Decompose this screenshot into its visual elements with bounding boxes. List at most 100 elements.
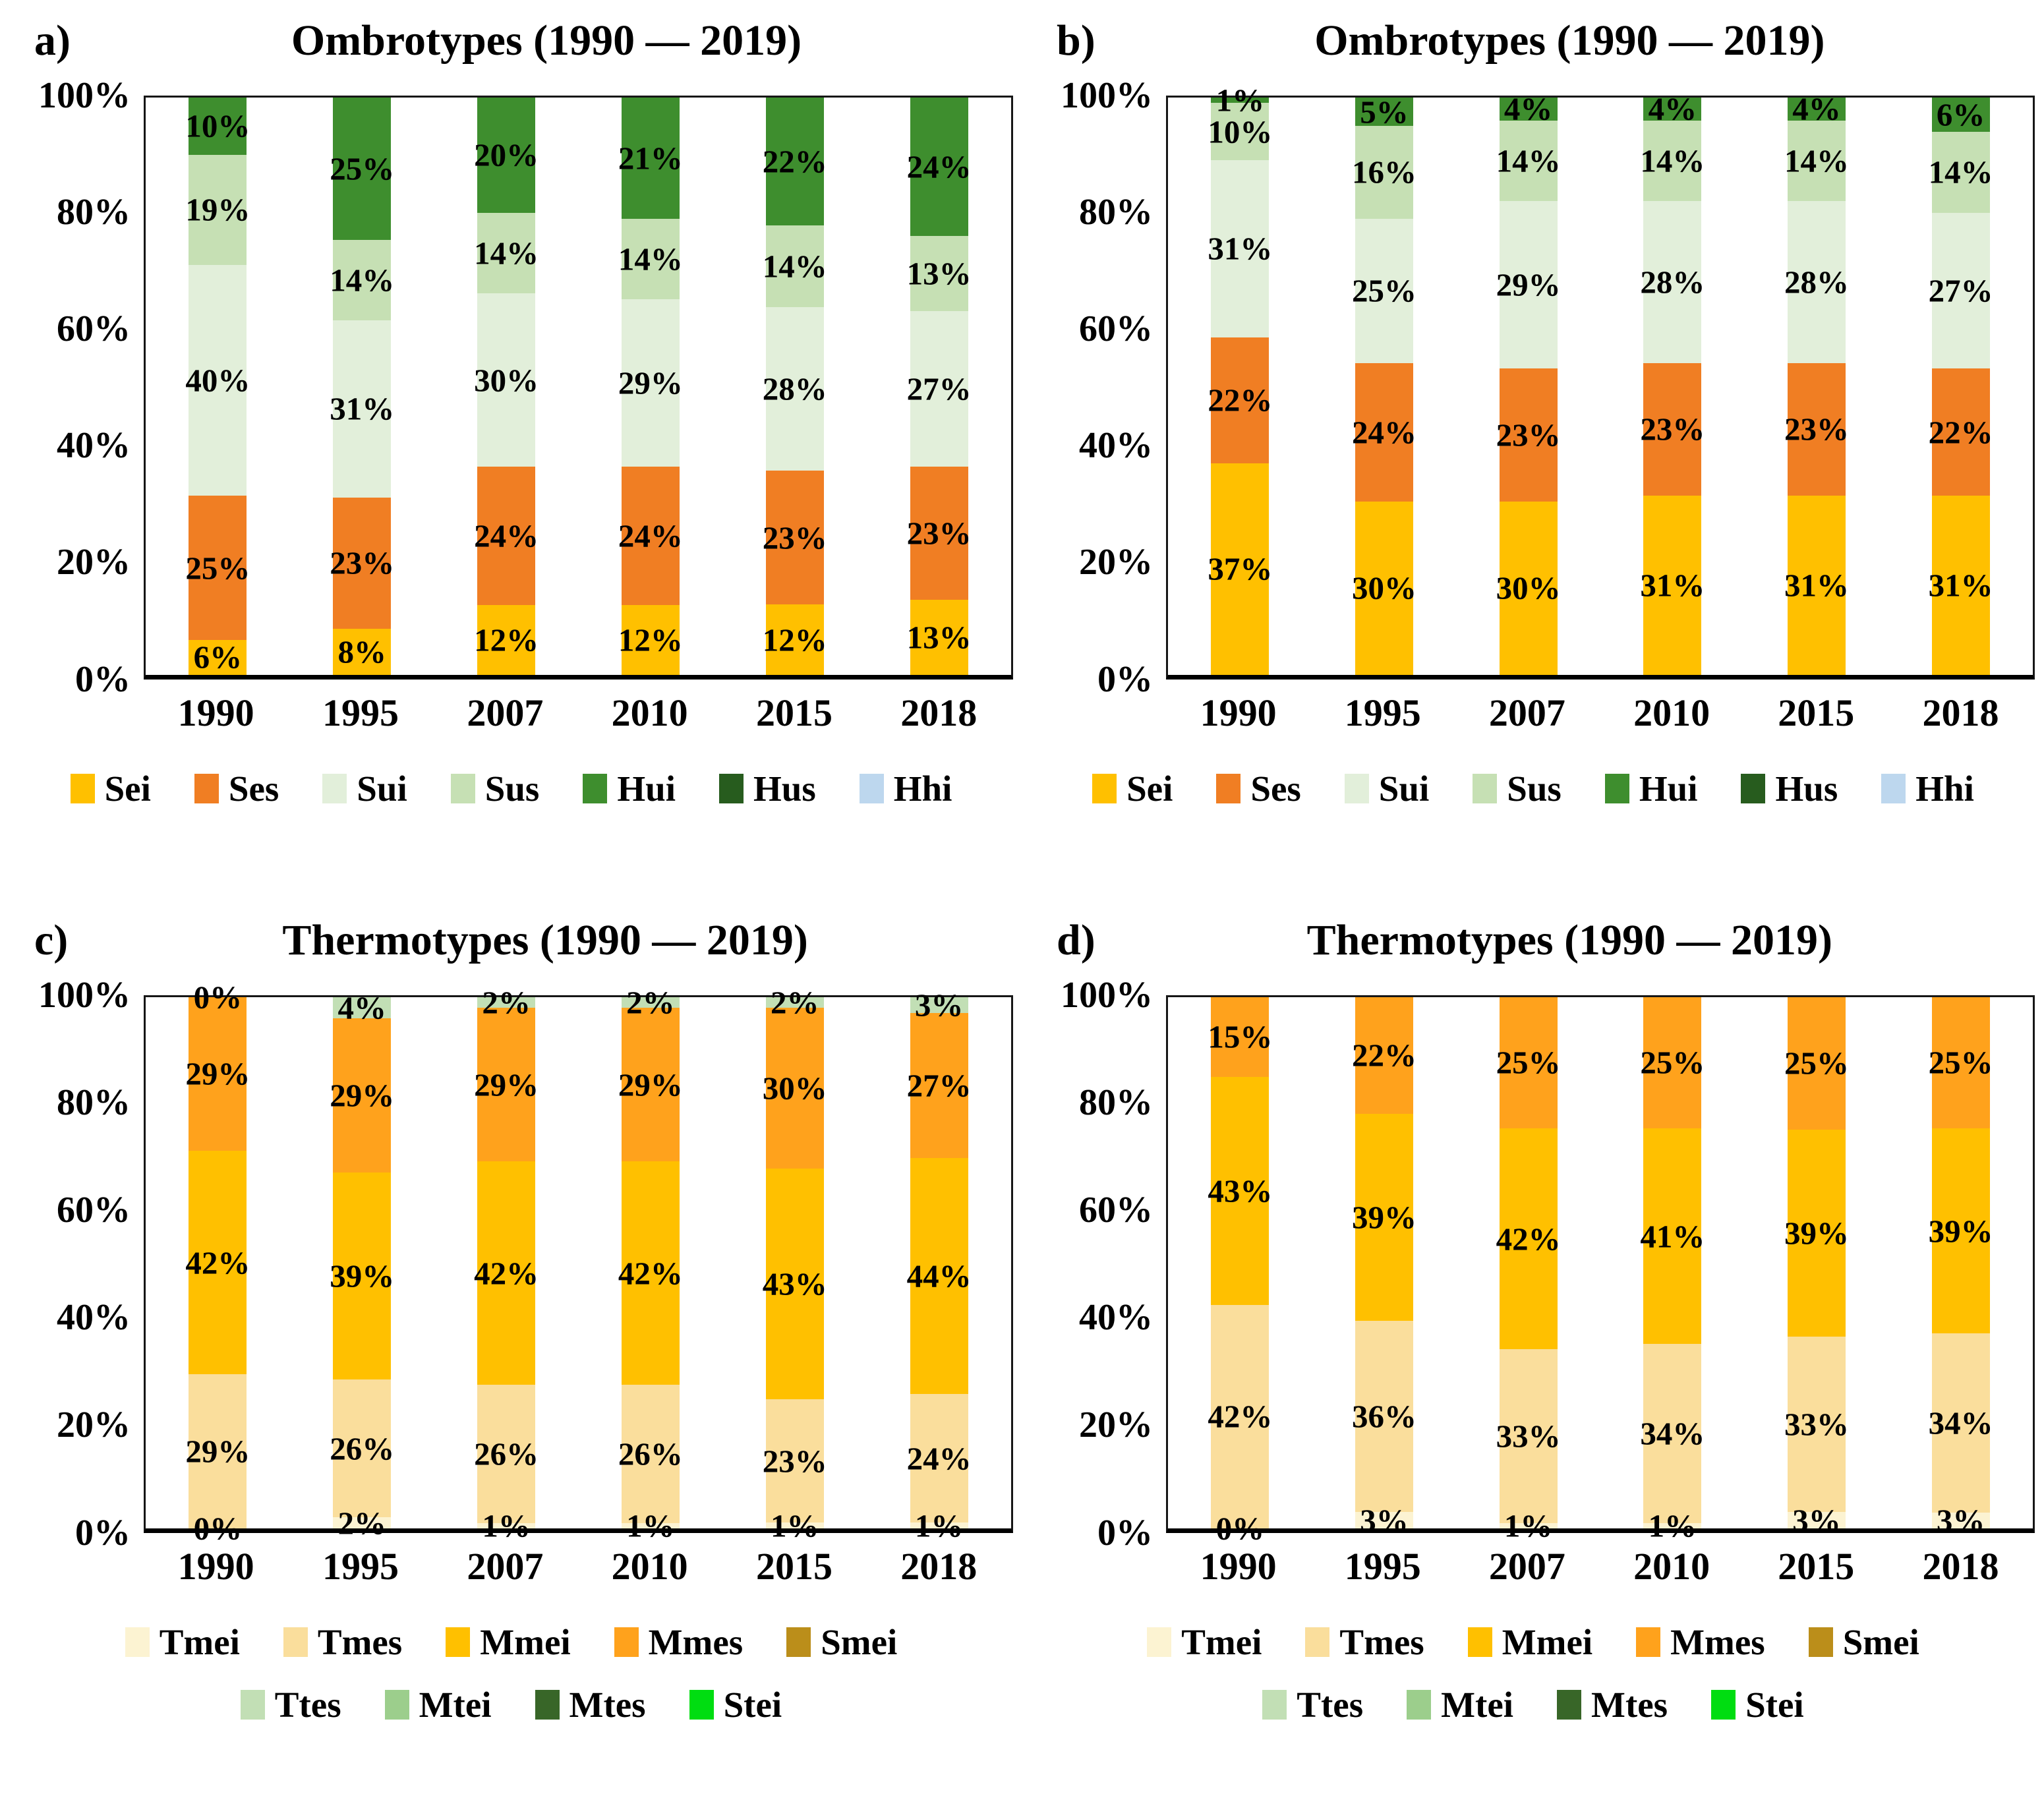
legend-item-Mmei: Mmei (1467, 1624, 1592, 1660)
x-tick-label: 2007 (467, 1544, 544, 1588)
segment-label-Ttes: 2% (771, 984, 819, 1021)
segment-Sus (189, 155, 247, 265)
legend-swatch-Mtes (535, 1689, 560, 1720)
chart-title: Thermotypes (1990 — 2019) (1306, 916, 1833, 964)
segment-label-Mmes: 22% (1352, 1037, 1416, 1074)
segment-Sui (1499, 201, 1558, 369)
x-tick-label: 2018 (900, 1544, 978, 1588)
segment-label-Tmes: 33% (1784, 1406, 1849, 1443)
segment-Ttes (621, 997, 680, 1008)
legend-swatch-Sei (70, 773, 95, 803)
segment-Tmes (1931, 1333, 1990, 1513)
x-tick-label: 2015 (1778, 1544, 1855, 1588)
plot-area: 0% 29% 42% 29% 0% 2% 26% 39% 29% 4% 1% 26% 42% 29% 2% 1… (144, 981, 1013, 1544)
segment-label-Mmei: 39% (1784, 1215, 1849, 1252)
segment-label-Ses: 22% (1208, 382, 1273, 419)
legend-label: Tmes (317, 1621, 403, 1662)
segment-label-Tmes: 26% (474, 1435, 539, 1472)
segment-Hui (621, 97, 680, 219)
legend-label: Sei (1126, 768, 1173, 809)
segment-label-Sei: 12% (618, 622, 683, 658)
y-tick-label: 20% (57, 1405, 131, 1446)
legend-label: Sus (1507, 768, 1562, 809)
y-tick-label: 100% (38, 974, 131, 1016)
segment-label-Tmes: 23% (762, 1443, 827, 1480)
segment-Sei (333, 629, 392, 675)
segment-label-Ses: 23% (1640, 411, 1705, 448)
x-tick-label: 2010 (1633, 691, 1710, 734)
legend-row: Sei Ses Sui Sus Hui Hus Hhi (70, 768, 952, 809)
chart-area: 100% 80% 60% 40% 20% 0% 0% 42% 43% 15% 3% 36% 39% 22%… (1039, 977, 2035, 1551)
legend-item-Stei: Stei (1711, 1687, 1804, 1723)
segment-Mmei (1211, 1076, 1270, 1306)
legend-item-Mtes: Mtes (1557, 1687, 1668, 1723)
y-tick-label: 0% (1097, 1512, 1153, 1553)
segment-Tmes (621, 1385, 680, 1523)
legend-label: Sus (484, 768, 540, 809)
segment-Mmes (189, 997, 247, 1151)
segment-Ttes (765, 997, 824, 1008)
legend-label: Hus (753, 768, 816, 809)
legend-label: Hui (1639, 768, 1698, 809)
segment-label-Sus: 14% (1496, 142, 1561, 179)
y-axis: 100% 80% 60% 40% 20% 0% (1039, 77, 1166, 698)
x-axis: 1990 1995 2007 2010 2015 2018 (1166, 691, 2033, 734)
panel-d: d) Thermotypes (1990 — 2019) 100% 80% 60% 40%… (1022, 900, 2044, 1796)
panel-c: c) Thermotypes (1990 — 2019) 100% 80% 60% 40%… (0, 900, 1022, 1796)
x-tick-label: 2007 (1488, 1544, 1565, 1588)
x-tick-label: 2015 (1778, 691, 1855, 734)
legend-swatch-Ttes (240, 1689, 265, 1720)
segment-Mmes (1499, 997, 1558, 1129)
x-tick-label: 2015 (755, 1544, 832, 1588)
legend-label: Tmei (159, 1621, 240, 1662)
segment-Mmes (1931, 997, 1990, 1129)
legend: Tmei Tmes Mmei Mmes Smei Ttes Mtei Mtes Stei (0, 1624, 1022, 1723)
segment-Tmes (189, 1374, 247, 1528)
segment-label-Sui: 31% (330, 390, 395, 427)
segment-label-Hui: 4% (1504, 90, 1553, 127)
segment-label-Mmei: 42% (185, 1244, 250, 1281)
segment-Sus (765, 225, 824, 308)
legend-swatch-Smei (1808, 1627, 1833, 1657)
segment-label-Mmei: 41% (1640, 1218, 1705, 1255)
legend-swatch-Mtei (1407, 1689, 1432, 1720)
segment-Sui (1355, 218, 1413, 363)
x-axis: 1990 1995 2007 2010 2015 2018 (144, 1544, 1011, 1588)
segment-Tmes (1788, 1337, 1846, 1513)
legend-swatch-Hui (583, 773, 608, 803)
segment-Tmes (333, 1379, 392, 1518)
segment-Sus (1788, 120, 1846, 202)
segment-label-Sei: 8% (337, 633, 387, 670)
legend-swatch-Hhi (859, 773, 884, 803)
segment-Tmei (333, 1517, 392, 1528)
x-tick-label: 1995 (1344, 1544, 1421, 1588)
segment-Sus (621, 218, 680, 300)
segment-label-Tmes: 26% (330, 1430, 395, 1467)
legend-label: Smei (821, 1621, 898, 1662)
legend-item-Sui: Sui (1344, 770, 1429, 807)
segment-label-Ses: 25% (185, 550, 250, 587)
y-tick-label: 100% (1061, 74, 1153, 116)
segment-label-Sus: 14% (1784, 142, 1849, 179)
legend: Tmei Tmes Mmei Mmes Smei Ttes Mtei Mtes Stei (1022, 1624, 2044, 1723)
segment-Mmei (621, 1161, 680, 1385)
legend-item-Ses: Ses (1216, 770, 1301, 807)
segment-Sui (765, 307, 824, 471)
legend-swatch-Stei (1711, 1689, 1736, 1720)
segment-label-Sui: 29% (1496, 266, 1561, 303)
segment-Tmes (1643, 1344, 1702, 1523)
legend-swatch-Mmei (446, 1627, 471, 1657)
legend-swatch-Stei (689, 1689, 714, 1720)
y-tick-label: 60% (57, 308, 131, 349)
segment-label-Tmes: 29% (185, 1433, 250, 1470)
y-tick-label: 40% (57, 1297, 131, 1339)
legend-swatch-Sus (1473, 773, 1498, 803)
legend-label: Hui (617, 768, 676, 809)
segment-label-Mmei: 43% (762, 1265, 827, 1302)
segment-label-Mmei: 44% (906, 1258, 972, 1294)
segment-Tmes (1499, 1349, 1558, 1523)
legend-item-Mtei: Mtei (384, 1687, 492, 1723)
legend-swatch-Hus (1741, 773, 1766, 803)
legend-item-Sei: Sei (1092, 770, 1173, 807)
segment-Mmei (1355, 1113, 1413, 1321)
